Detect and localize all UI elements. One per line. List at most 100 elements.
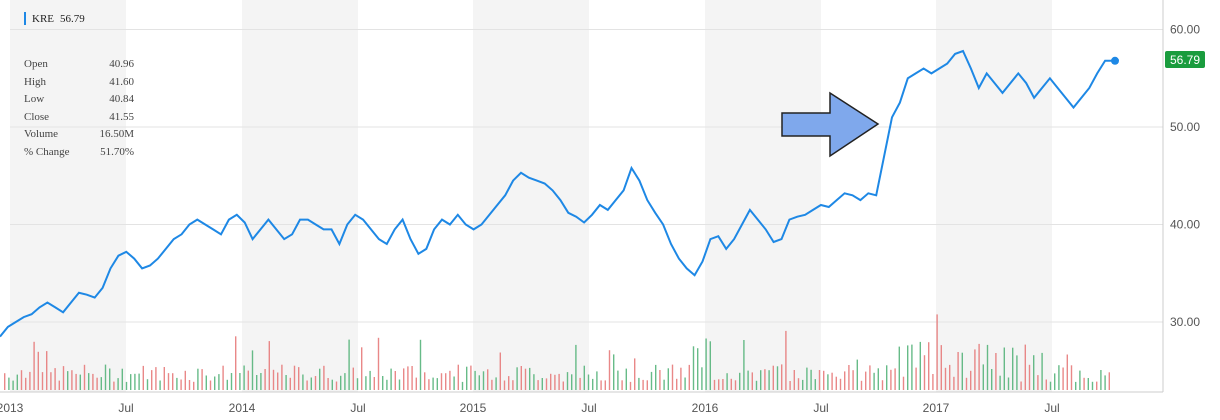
y-tick-label: 40.00 — [1170, 218, 1200, 232]
volume-bar — [428, 379, 430, 390]
x-axis: 2013 Jul 2014 Jul 2015 Jul 2016 Jul 2017 Jul — [0, 401, 1060, 415]
volume-bar — [554, 374, 556, 390]
volume-bar — [1012, 347, 1014, 390]
volume-bar — [37, 351, 39, 390]
volume-bar — [726, 373, 728, 390]
volume-bar — [289, 377, 291, 390]
volume-bar — [692, 346, 695, 390]
volume-bar — [642, 379, 644, 390]
volume-bar — [138, 373, 140, 390]
volume-bar — [562, 381, 564, 390]
volume-bar — [180, 379, 182, 390]
volume-bar — [995, 353, 997, 390]
volume-bar — [613, 354, 615, 390]
volume-bar — [533, 374, 535, 390]
volume-bar — [1070, 365, 1073, 390]
ohlc-label: Low — [24, 93, 45, 105]
volume-bar — [802, 379, 804, 390]
volume-bar — [848, 365, 850, 390]
volume-bar — [474, 370, 476, 390]
volume-bar — [902, 376, 905, 390]
volume-bar — [41, 372, 44, 390]
volume-bar — [655, 364, 657, 390]
volume-bar — [579, 377, 581, 390]
ohlc-row-open: Open 40.96 — [24, 58, 134, 76]
volume-bar — [739, 372, 741, 390]
ohlc-label: High — [24, 75, 46, 88]
volume-bar — [159, 380, 161, 390]
ohlc-value: 41.60 — [109, 75, 134, 88]
volume-bar — [394, 371, 396, 390]
volume-bar — [856, 359, 858, 390]
volume-bar — [625, 368, 627, 390]
y-tick-label: 60.00 — [1170, 23, 1200, 37]
volume-bar — [503, 380, 506, 390]
volume-bar — [684, 377, 686, 390]
volume-bar — [608, 350, 611, 390]
volume-bar — [226, 379, 228, 390]
volume-bar — [600, 380, 602, 390]
volume-bar — [466, 366, 468, 390]
ohlc-label: Close — [24, 110, 50, 123]
volume-bar — [516, 367, 518, 390]
volume-bar — [478, 375, 480, 390]
volume-bar — [831, 372, 833, 390]
volume-bar — [524, 368, 527, 390]
volume-bar — [949, 364, 951, 390]
background-band — [242, 0, 358, 392]
volume-bar — [785, 330, 787, 390]
ohlc-row-high: High 41.60 — [24, 76, 134, 94]
volume-bar — [373, 377, 375, 390]
volume-bar — [188, 380, 191, 390]
series-color-swatch — [24, 12, 26, 25]
volume-bar — [667, 368, 669, 390]
volume-bar — [734, 380, 737, 390]
volume-bar — [991, 369, 993, 390]
volume-bar — [1075, 381, 1077, 390]
volume-bar — [1108, 372, 1110, 390]
volume-bar — [344, 373, 346, 390]
volume-bar — [184, 370, 186, 390]
volume-bar — [932, 374, 934, 390]
volume-bar — [205, 375, 207, 390]
volume-bar — [377, 337, 380, 390]
volume-bar — [915, 367, 917, 390]
volume-bar — [793, 370, 795, 390]
volume-bar — [751, 372, 753, 390]
volume-bar — [583, 365, 585, 390]
ohlc-row-close: Close 41.55 — [24, 111, 134, 129]
volume-bar — [302, 374, 304, 390]
volume-bar — [12, 380, 14, 390]
ohlc-table: Open 40.96 High 41.60 Low 40.84 Close 41… — [24, 58, 134, 163]
volume-bar — [356, 378, 359, 390]
last-price-label: 56.79 — [1170, 53, 1200, 67]
volume-bar — [634, 358, 636, 390]
volume-bar — [319, 368, 321, 390]
volume-bar — [20, 370, 23, 390]
ohlc-value: 51.70% — [100, 145, 134, 158]
volume-bar — [1016, 355, 1018, 390]
volume-bar — [663, 379, 665, 390]
volume-bar — [218, 374, 220, 390]
background-band — [10, 0, 126, 392]
volume-bar — [1104, 375, 1106, 390]
volume-bar — [604, 380, 606, 390]
volume-bar — [730, 378, 732, 390]
volume-bar — [352, 367, 354, 390]
volume-bar — [898, 346, 900, 390]
volume-bar — [1058, 365, 1060, 390]
volume-bar — [621, 380, 623, 390]
volume-bar — [298, 367, 300, 390]
ticker-legend: KRE 56.79 — [24, 12, 85, 25]
volume-bar — [806, 367, 808, 390]
volume-bar — [172, 373, 174, 390]
volume-bar — [449, 370, 451, 390]
volume-bar — [58, 380, 60, 390]
volume-bar — [348, 339, 350, 390]
volume-bar — [1066, 354, 1068, 390]
ohlc-label: Open — [24, 58, 48, 70]
volume-bar — [167, 373, 170, 390]
background-bands — [10, 0, 1052, 392]
volume-bar — [62, 366, 65, 390]
